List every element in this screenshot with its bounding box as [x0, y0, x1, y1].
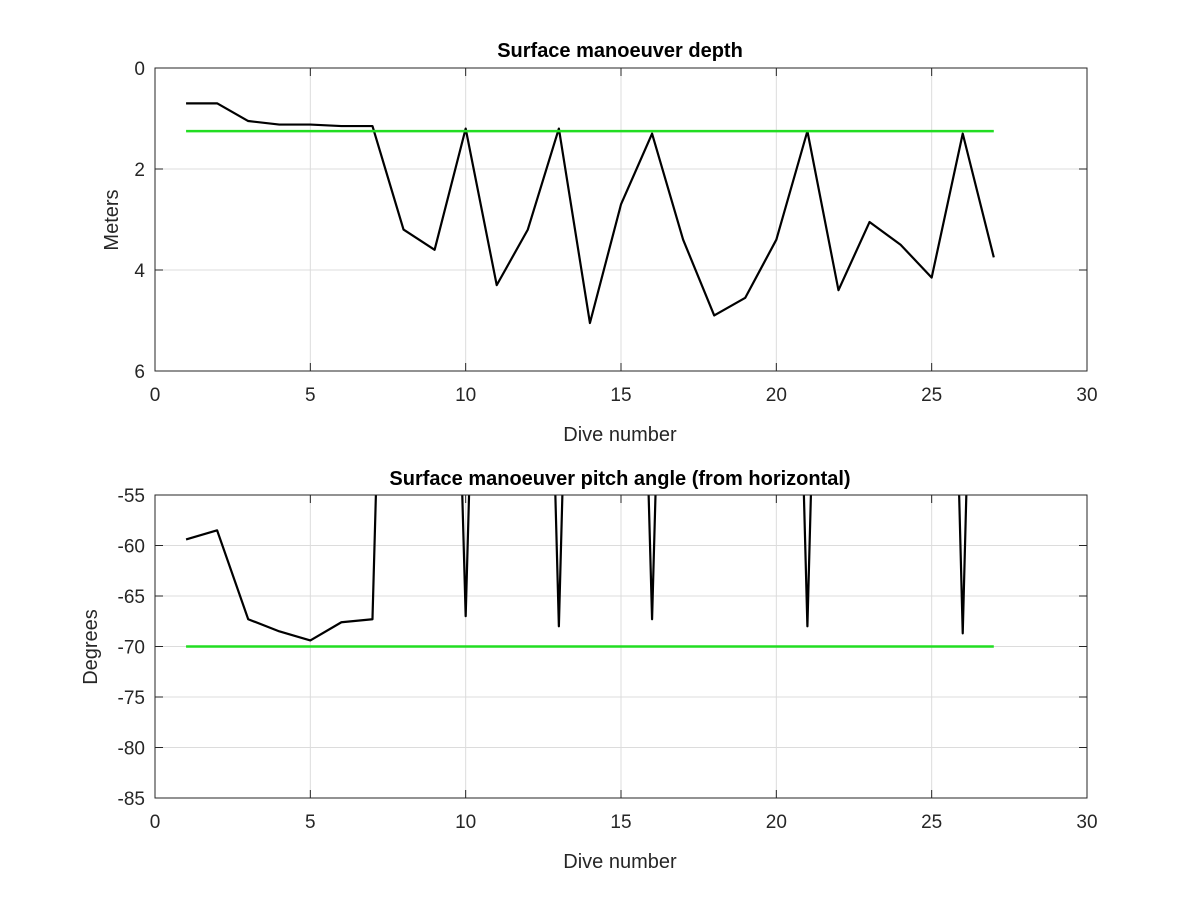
depth-chart-ylabel: Meters — [101, 189, 123, 250]
pitch-chart-ticks: 0 5 10 15 20 25 30 -55 -60 -65 -70 -75 -80 -85 — [118, 486, 1098, 833]
depth-chart-frame — [154, 67, 1088, 372]
depth-chart-ytick-label: 6 — [134, 362, 145, 383]
pitch-chart: Surface manoeuver pitch angle (from hori… — [80, 468, 1098, 873]
depth-chart-xlabel: Dive number — [563, 424, 677, 446]
pitch-chart-title: Surface manoeuver pitch angle (from hori… — [389, 468, 850, 490]
pitch-chart-xtick-label: 5 — [305, 812, 316, 833]
pitch-chart-ytick-label: -85 — [118, 789, 145, 810]
pitch-chart-xtick-label: 20 — [766, 812, 787, 833]
pitch-chart-series — [185, 495, 994, 648]
depth-chart-ytick-label: 2 — [134, 160, 145, 181]
depth-chart-data-line — [186, 102, 995, 325]
pitch-chart-ytick-label: -55 — [118, 486, 145, 507]
depth-chart-ytick-label: 0 — [134, 59, 145, 80]
pitch-chart-ytick-label: -60 — [118, 537, 145, 558]
depth-chart-series — [186, 102, 995, 325]
depth-chart-xtick-label: 10 — [455, 385, 476, 406]
depth-chart-xtick-label: 25 — [921, 385, 942, 406]
pitch-chart-xtick-label: 30 — [1076, 812, 1097, 833]
pitch-chart-xtick-label: 25 — [921, 812, 942, 833]
depth-chart-xtick-label: 30 — [1076, 385, 1097, 406]
depth-chart-xtick-label: 15 — [610, 385, 631, 406]
pitch-chart-ytick-label: -65 — [118, 587, 145, 608]
depth-chart-ticks: 0 5 10 15 20 25 30 0 2 4 6 — [134, 59, 1097, 406]
pitch-chart-frame — [154, 494, 1088, 799]
depth-chart-ytick-label: 4 — [134, 261, 145, 282]
depth-chart-xtick-label: 0 — [150, 385, 161, 406]
pitch-chart-ytick-label: -75 — [118, 688, 145, 709]
pitch-chart-ytick-label: -70 — [118, 638, 145, 659]
depth-chart-title: Surface manoeuver depth — [497, 40, 743, 62]
depth-chart-xtick-label: 20 — [766, 385, 787, 406]
pitch-chart-data-line — [185, 495, 968, 642]
depth-chart: Surface manoeuver depth Dive number Mete… — [101, 40, 1098, 446]
depth-chart-grid — [154, 67, 1088, 372]
depth-chart-xtick-label: 5 — [305, 385, 316, 406]
pitch-chart-xtick-label: 15 — [610, 812, 631, 833]
pitch-chart-ytick-label: -80 — [118, 739, 145, 760]
pitch-chart-xlabel: Dive number — [563, 851, 677, 873]
pitch-chart-xtick-label: 0 — [150, 812, 161, 833]
pitch-chart-ylabel: Degrees — [80, 609, 102, 685]
pitch-chart-xtick-label: 10 — [455, 812, 476, 833]
